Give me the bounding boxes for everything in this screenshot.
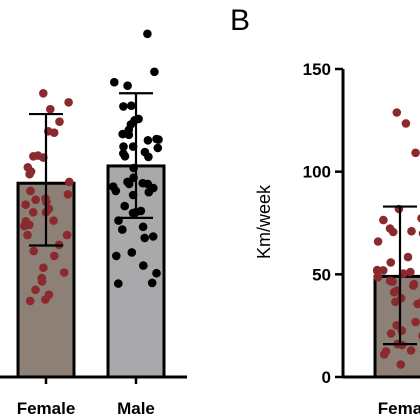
data-point-female [406, 346, 416, 355]
data-point-female [379, 350, 389, 359]
y-tick-label: 50 [312, 265, 331, 284]
data-point-female [33, 151, 43, 160]
data-point-female [31, 195, 40, 205]
data-point-female [409, 279, 419, 289]
data-point-female [26, 186, 35, 196]
data-point-male [154, 135, 163, 144]
data-point-male [140, 147, 150, 157]
data-point-female [63, 190, 73, 199]
data-point-male [124, 179, 134, 189]
data-point-male [126, 120, 136, 129]
data-point-male [112, 251, 121, 261]
data-point-female [417, 214, 420, 223]
data-point-male [140, 233, 149, 243]
data-point-female [39, 89, 48, 98]
data-point-female [406, 267, 415, 277]
data-point-female [388, 277, 397, 287]
data-point-male [150, 67, 159, 77]
data-point-female [25, 296, 35, 306]
data-point-female [401, 119, 411, 128]
data-point-female [28, 208, 38, 217]
panel-letter: B [230, 4, 250, 37]
data-point-male [127, 101, 136, 110]
data-point-male [139, 261, 148, 270]
data-point-female [64, 98, 73, 107]
data-point-female [46, 104, 55, 114]
data-point-female [21, 200, 31, 209]
data-point-male [127, 248, 137, 257]
data-point-female [25, 220, 34, 230]
data-point-male [118, 225, 127, 234]
data-point-female [59, 268, 69, 277]
data-point-female [373, 272, 383, 282]
data-point-male [143, 136, 153, 145]
data-point-female [396, 360, 406, 369]
data-point-female [386, 258, 396, 267]
data-point-female [392, 321, 401, 330]
left-bar-chart: Female Male [0, 29, 187, 418]
data-point-female [413, 299, 420, 309]
data-point-female [379, 266, 388, 275]
x-tick-label-male: Male [117, 399, 155, 418]
data-point-female [65, 177, 74, 187]
data-point-female [386, 329, 396, 338]
right-bar-chart: 0 50 100 150 Fema [303, 60, 420, 418]
y-tick-label: 150 [303, 60, 331, 79]
data-point-female [55, 117, 64, 126]
data-point-female [29, 246, 38, 256]
data-point-male [110, 77, 119, 87]
data-point-male [118, 129, 127, 139]
data-point-female [407, 226, 416, 236]
data-point-female [62, 230, 72, 240]
data-point-female [411, 148, 420, 158]
data-point-male [120, 201, 129, 211]
data-point-female [373, 237, 383, 246]
data-point-male [148, 232, 158, 241]
data-point-female [389, 287, 399, 297]
data-point-male [153, 143, 163, 153]
data-point-male [119, 142, 128, 151]
data-point-male [119, 102, 128, 111]
data-point-male [114, 279, 123, 288]
data-point-female [411, 317, 420, 327]
data-point-female [392, 108, 402, 117]
data-point-female [388, 227, 398, 237]
data-point-male [108, 182, 118, 191]
data-point-female [399, 269, 408, 278]
data-point-male [138, 178, 147, 188]
data-point-female [372, 265, 382, 275]
data-point-female [31, 285, 40, 295]
data-point-female [39, 263, 48, 273]
data-point-female [37, 277, 47, 286]
data-point-male [120, 152, 130, 161]
data-point-female [49, 216, 58, 225]
y-tick-label: 100 [303, 163, 331, 182]
data-point-female [23, 230, 32, 240]
data-point-male [143, 29, 152, 39]
data-point-female [397, 326, 407, 335]
data-point-female [403, 252, 413, 262]
data-point-male [138, 222, 148, 232]
data-point-female [396, 293, 406, 303]
data-point-female [379, 215, 388, 225]
x-tick-label-female: Female [17, 399, 76, 418]
y-tick-label: 0 [322, 368, 331, 387]
data-point-female [50, 251, 59, 261]
y-axis-label: Km/week [254, 184, 274, 259]
data-point-female [41, 295, 50, 304]
data-point-male [123, 81, 132, 90]
data-point-male [147, 278, 157, 288]
data-point-female [26, 167, 36, 176]
data-point-male [149, 183, 158, 193]
x-tick-label-female: Fema [378, 399, 420, 418]
data-point-male [152, 268, 161, 278]
